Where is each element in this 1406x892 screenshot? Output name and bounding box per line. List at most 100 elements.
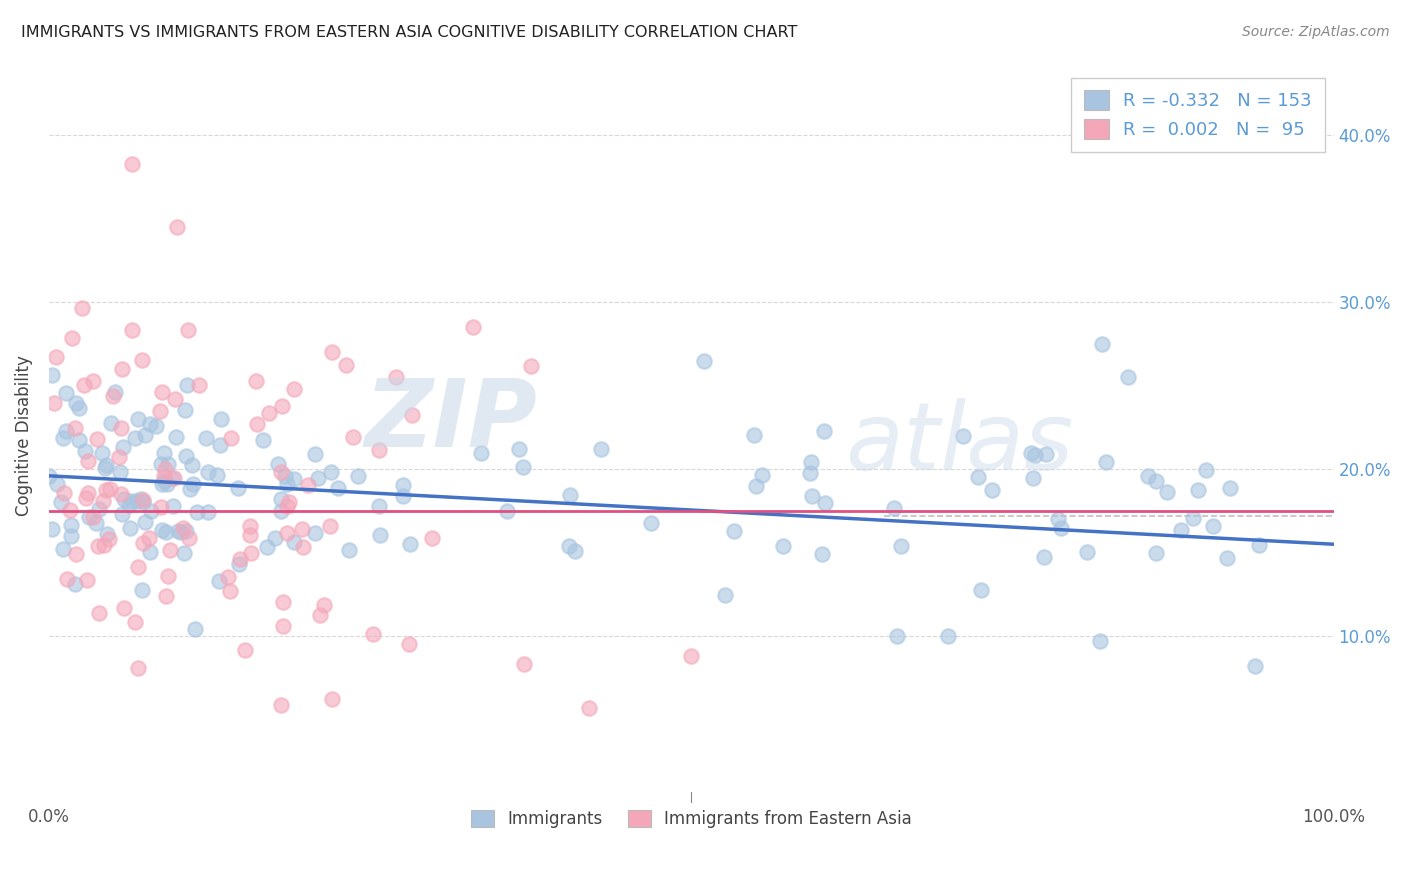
Point: [139, 545, 162, 559]
Point: [184, 622, 207, 636]
Point: [76, 574, 98, 588]
Point: [513, 657, 536, 672]
Point: [314, 599, 336, 613]
Point: [346, 469, 368, 483]
Point: [399, 536, 422, 550]
Point: [936, 629, 959, 643]
Point: [63, 421, 86, 435]
Point: [751, 468, 773, 483]
Point: [58, 503, 80, 517]
Point: [118, 520, 141, 534]
Point: [745, 479, 768, 493]
Point: [240, 546, 263, 560]
Point: [291, 541, 314, 555]
Point: [67, 401, 90, 416]
Point: [44, 396, 66, 410]
Point: [391, 477, 413, 491]
Point: [150, 477, 173, 491]
Point: [121, 156, 143, 170]
Point: [111, 361, 134, 376]
Point: [155, 590, 177, 604]
Point: [38, 468, 60, 483]
Point: [640, 516, 662, 530]
Point: [89, 606, 111, 620]
Point: [208, 438, 231, 452]
Point: [270, 698, 292, 712]
Point: [124, 615, 146, 629]
Point: [801, 489, 824, 503]
Point: [155, 524, 177, 539]
Point: [101, 388, 124, 402]
Point: [270, 465, 292, 479]
Point: [65, 547, 87, 561]
Point: [257, 406, 280, 420]
Point: [1022, 471, 1045, 485]
Point: [245, 374, 267, 388]
Point: [188, 378, 211, 392]
Point: [270, 492, 292, 507]
Point: [233, 643, 256, 657]
Point: [304, 447, 326, 461]
Point: [558, 539, 581, 553]
Point: [82, 509, 104, 524]
Text: IMMIGRANTS VS IMMIGRANTS FROM EASTERN ASIA COGNITIVE DISABILITY CORRELATION CHAR: IMMIGRANTS VS IMMIGRANTS FROM EASTERN AS…: [21, 25, 797, 40]
Point: [813, 424, 835, 438]
Point: [321, 345, 343, 359]
Point: [149, 458, 172, 472]
Point: [165, 430, 187, 444]
Point: [519, 359, 541, 373]
Point: [1137, 469, 1160, 483]
Point: [87, 502, 110, 516]
Point: [1249, 537, 1271, 551]
Point: [981, 483, 1004, 498]
Point: [87, 539, 110, 553]
Point: [228, 557, 250, 571]
Point: [59, 529, 82, 543]
Point: [111, 507, 134, 521]
Text: ZIP: ZIP: [364, 375, 537, 467]
Point: [461, 320, 484, 334]
Point: [134, 427, 156, 442]
Point: [271, 595, 294, 609]
Point: [108, 450, 131, 464]
Point: [41, 522, 63, 536]
Point: [723, 524, 745, 538]
Point: [508, 442, 530, 456]
Point: [271, 619, 294, 633]
Point: [810, 547, 832, 561]
Point: [470, 446, 492, 460]
Point: [72, 377, 94, 392]
Point: [337, 543, 360, 558]
Point: [1170, 523, 1192, 537]
Point: [112, 491, 135, 506]
Point: [368, 442, 391, 457]
Point: [229, 552, 252, 566]
Point: [342, 430, 364, 444]
Point: [132, 535, 155, 549]
Point: [335, 358, 357, 372]
Point: [59, 517, 82, 532]
Point: [276, 526, 298, 541]
Point: [967, 470, 990, 484]
Y-axis label: Cognitive Disability: Cognitive Disability: [15, 355, 32, 516]
Point: [173, 546, 195, 560]
Point: [52, 431, 75, 445]
Point: [1116, 370, 1139, 384]
Point: [77, 454, 100, 468]
Point: [267, 458, 290, 472]
Point: [111, 441, 134, 455]
Point: [1019, 446, 1042, 460]
Point: [1244, 659, 1267, 673]
Point: [246, 417, 269, 431]
Point: [90, 445, 112, 459]
Point: [208, 574, 231, 589]
Point: [239, 528, 262, 542]
Point: [176, 449, 198, 463]
Point: [176, 524, 198, 538]
Point: [578, 701, 600, 715]
Point: [1144, 546, 1167, 560]
Point: [162, 471, 184, 485]
Point: [309, 608, 332, 623]
Point: [1181, 511, 1204, 525]
Point: [110, 487, 132, 501]
